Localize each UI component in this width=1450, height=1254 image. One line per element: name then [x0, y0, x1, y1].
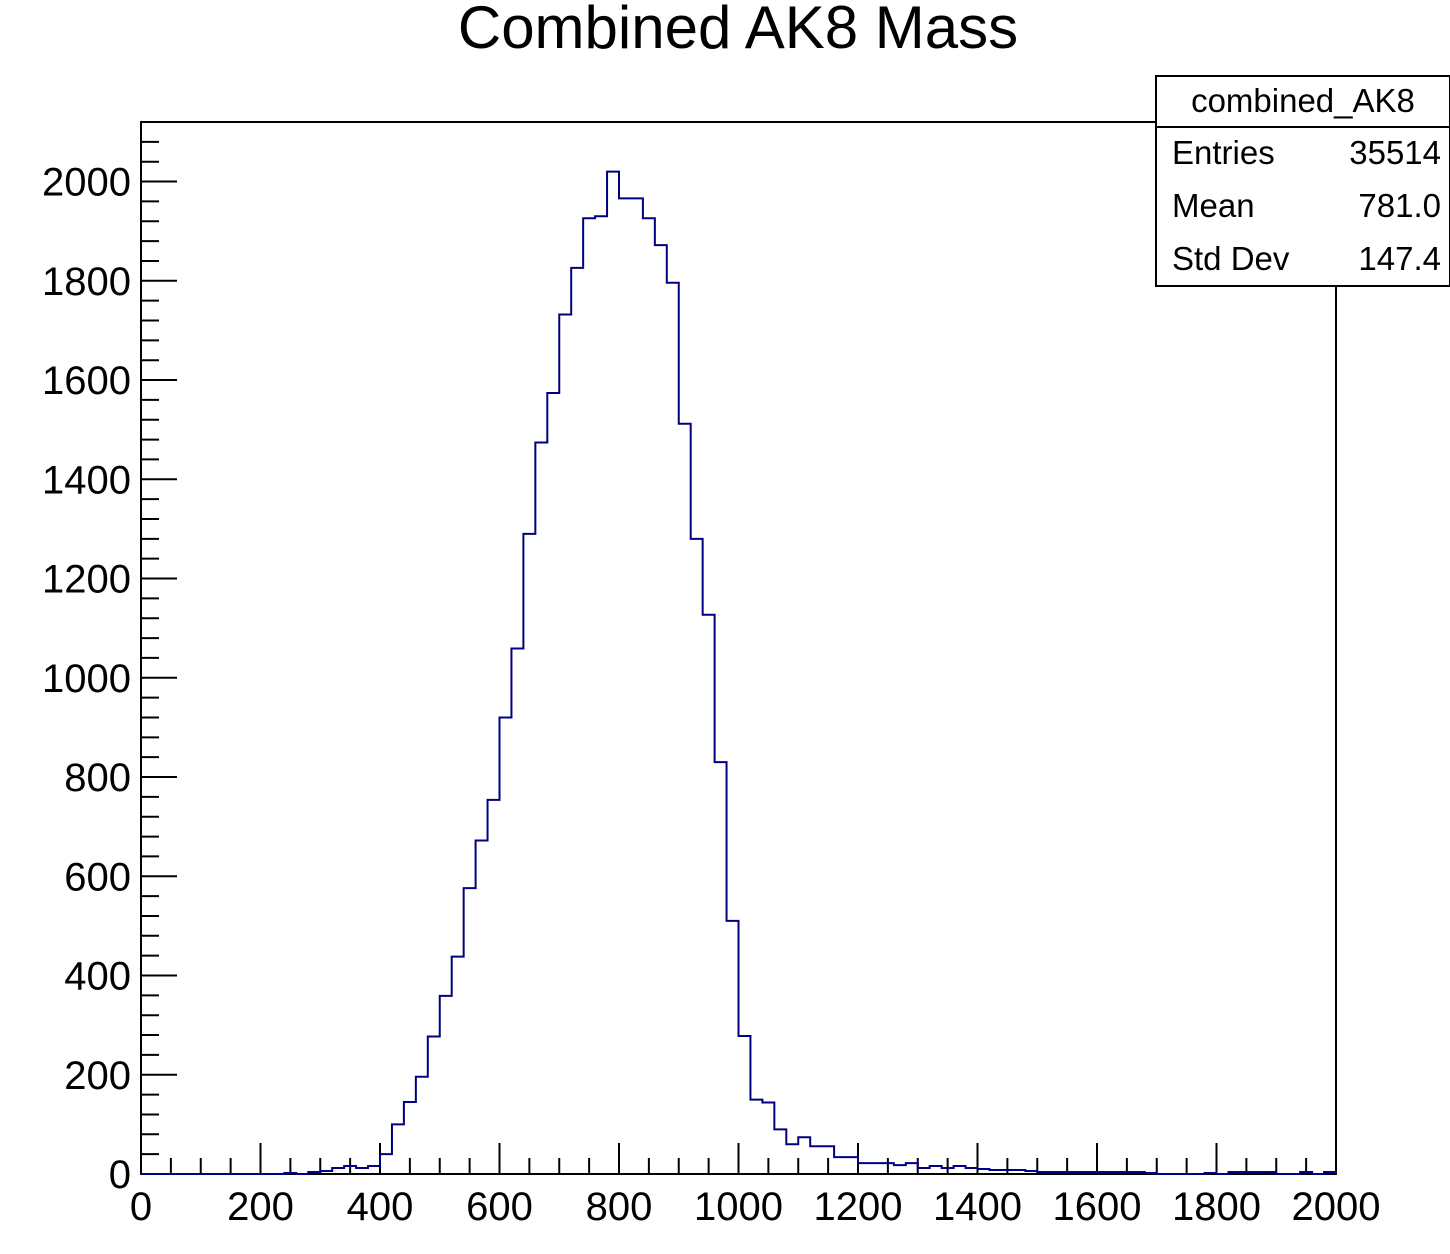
x-tick-label: 800	[586, 1185, 653, 1229]
y-axis: 0 200 400 600 800 1000 1200 1400 1600 1800 2000	[42, 121, 177, 1197]
stats-box-frame	[1155, 75, 1450, 287]
y-tick-label: 1400	[42, 458, 131, 502]
x-tick-label: 1000	[694, 1185, 783, 1229]
stats-entries-value: 35514	[1349, 134, 1441, 171]
y-tick-label: 1200	[42, 558, 131, 602]
stats-stddev-value: 147.4	[1358, 240, 1441, 277]
x-tick-label: 2000	[1292, 1185, 1381, 1229]
stats-entries-label: Entries	[1172, 134, 1275, 171]
y-tick-label: 400	[64, 955, 131, 999]
stats-mean-value: 781.0	[1358, 187, 1441, 224]
y-tick-label: 0	[109, 1153, 131, 1197]
y-tick-label: 1600	[42, 359, 131, 403]
x-tick-label: 200	[227, 1185, 294, 1229]
x-tick-label: 600	[466, 1185, 533, 1229]
x-tick-label: 1600	[1053, 1185, 1142, 1229]
y-tick-label: 600	[64, 855, 131, 899]
stats-box: combined_AK8 Entries 35514 Mean 781.0 St…	[1155, 75, 1450, 287]
y-tick-label: 200	[64, 1054, 131, 1098]
stats-stddev-label: Std Dev	[1172, 240, 1290, 277]
x-tick-label: 1800	[1172, 1185, 1261, 1229]
y-tick-label: 800	[64, 756, 131, 800]
x-tick-label: 1200	[814, 1185, 903, 1229]
x-tick-label: 1400	[933, 1185, 1022, 1229]
y-tick-label: 2000	[42, 161, 131, 205]
y-tick-label: 1000	[42, 657, 131, 701]
histogram-outline	[141, 170, 1337, 1175]
x-tick-label: 0	[130, 1185, 152, 1229]
stats-mean-label: Mean	[1172, 187, 1255, 224]
y-tick-label: 1800	[42, 260, 131, 304]
x-tick-label: 400	[347, 1185, 414, 1229]
x-axis: 0 200 400 600 800 1000 1200 1400 1600 1800 2000	[130, 1143, 1381, 1229]
chart-title: Combined AK8 Mass	[458, 0, 1018, 61]
stats-histogram-name: combined_AK8	[1191, 82, 1415, 119]
